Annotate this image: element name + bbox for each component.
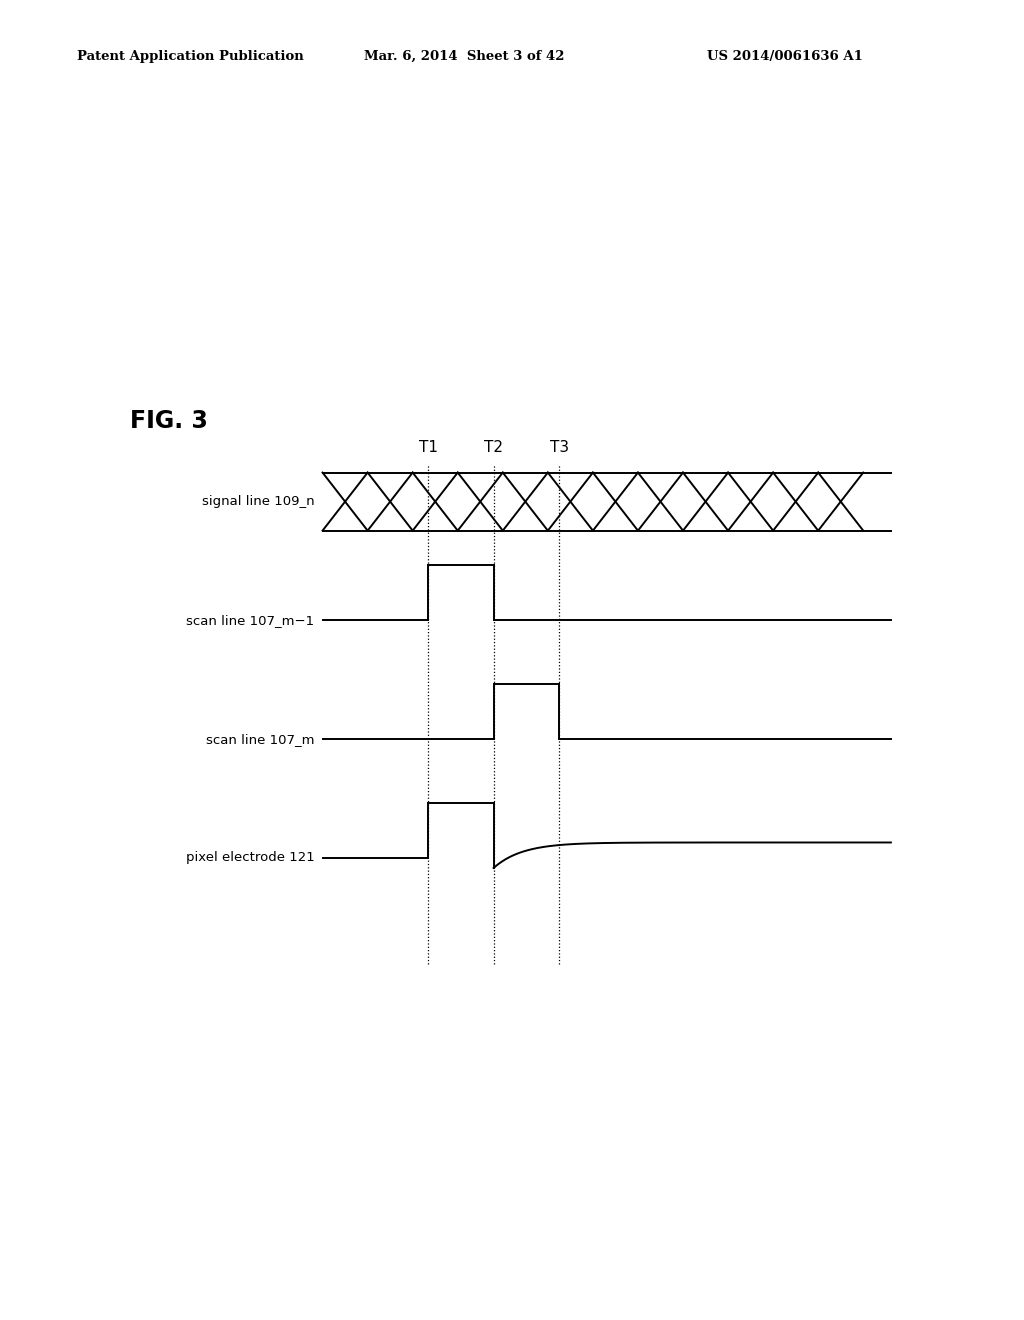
- Text: signal line 109_n: signal line 109_n: [202, 495, 314, 508]
- Text: T1: T1: [419, 441, 437, 455]
- Text: T2: T2: [484, 441, 503, 455]
- Text: T3: T3: [550, 441, 568, 455]
- Text: FIG. 3: FIG. 3: [130, 409, 208, 433]
- Text: Mar. 6, 2014  Sheet 3 of 42: Mar. 6, 2014 Sheet 3 of 42: [364, 50, 564, 63]
- Text: Patent Application Publication: Patent Application Publication: [77, 50, 303, 63]
- Text: pixel electrode 121: pixel electrode 121: [185, 851, 314, 865]
- Text: US 2014/0061636 A1: US 2014/0061636 A1: [707, 50, 862, 63]
- Text: scan line 107_m−1: scan line 107_m−1: [186, 614, 314, 627]
- Text: scan line 107_m: scan line 107_m: [206, 733, 314, 746]
